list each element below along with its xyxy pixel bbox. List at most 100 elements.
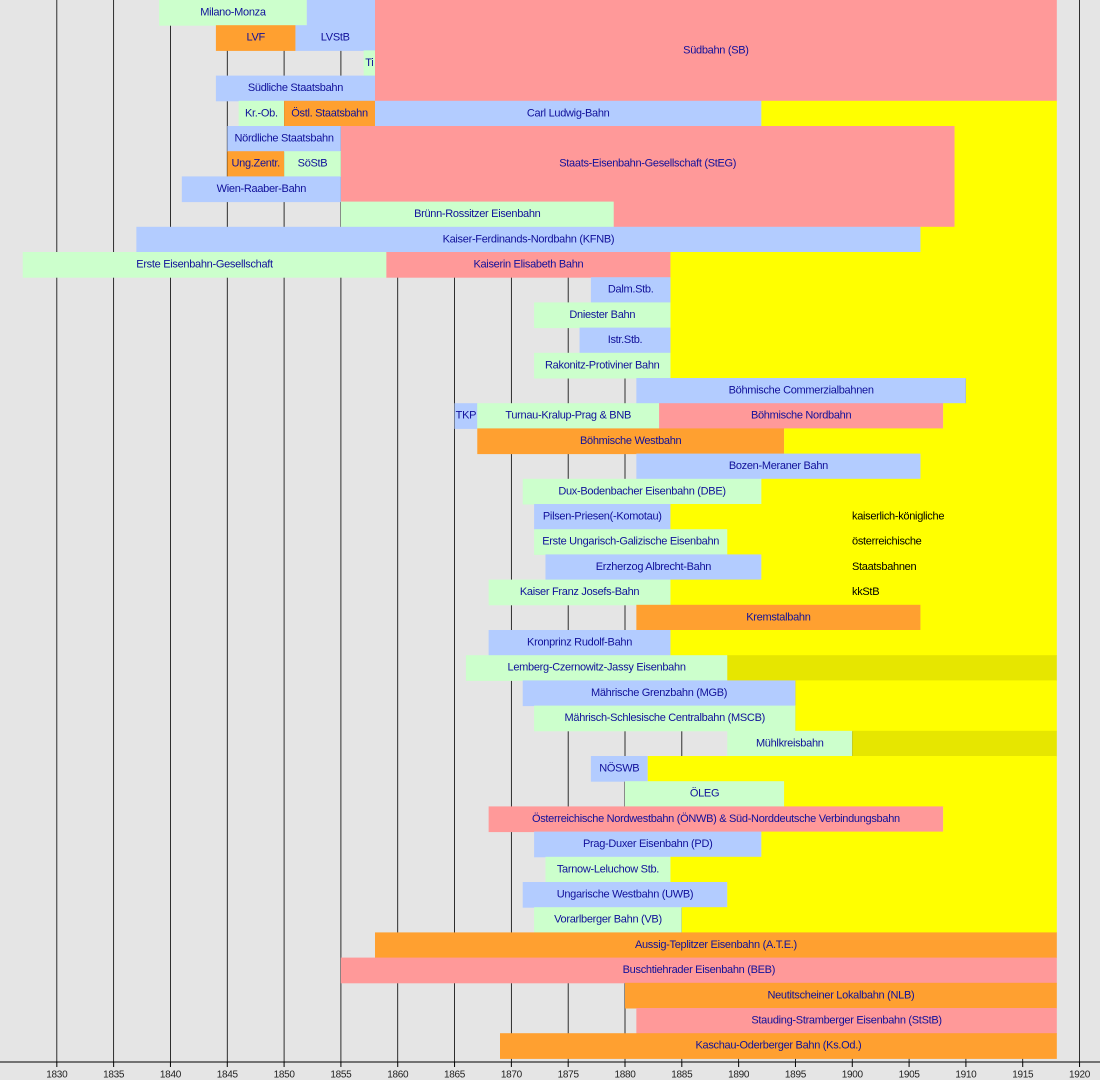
bar-label: Kaschau-Oderberger Bahn (Ks.Od.) bbox=[695, 1040, 861, 1052]
bar bbox=[534, 831, 762, 858]
bar bbox=[306, 0, 375, 26]
bar-label: Südbahn (SB) bbox=[683, 44, 749, 56]
bar bbox=[340, 126, 955, 203]
bar-label: Erste Eisenbahn-Gesellschaft bbox=[136, 259, 273, 271]
x-tick-label: 1870 bbox=[501, 1070, 523, 1080]
bar bbox=[579, 327, 671, 354]
bar bbox=[534, 352, 671, 379]
bar bbox=[295, 25, 375, 51]
x-tick-label: 1915 bbox=[1012, 1070, 1034, 1080]
bar bbox=[454, 403, 478, 429]
bar bbox=[659, 403, 944, 429]
annotation: kkStB bbox=[852, 586, 879, 598]
x-tick-label: 1875 bbox=[558, 1070, 580, 1080]
bar-label: ÖLEG bbox=[690, 788, 719, 800]
bar bbox=[636, 1008, 1057, 1034]
bar-label: Brünn-Rossitzer Eisenbahn bbox=[414, 208, 541, 220]
bar bbox=[784, 781, 1057, 807]
bar bbox=[522, 882, 728, 908]
bar bbox=[215, 75, 375, 102]
bar-label: Erzherzog Albrecht-Bahn bbox=[596, 561, 712, 573]
x-tick-label: 1850 bbox=[274, 1070, 296, 1080]
x-tick-label: 1910 bbox=[955, 1070, 977, 1080]
bar-label: TKP bbox=[456, 410, 477, 422]
bar bbox=[545, 554, 762, 581]
bar bbox=[375, 100, 762, 127]
x-tick-label: 1920 bbox=[1069, 1070, 1091, 1080]
bar bbox=[500, 1033, 1057, 1059]
bar bbox=[636, 604, 921, 631]
x-tick-label: 1840 bbox=[160, 1070, 182, 1080]
bar bbox=[227, 126, 341, 152]
bar-label: Staats-Eisenbahn-Gesellschaft (StEG) bbox=[559, 158, 736, 170]
bar-label: Turnau-Kralup-Prag & BNB bbox=[505, 410, 631, 422]
x-tick-label: 1880 bbox=[614, 1070, 636, 1080]
bar-label: Mühlkreisbahn bbox=[756, 737, 824, 749]
bar-label: Carl Ludwig-Bahn bbox=[527, 107, 610, 119]
x-tick-label: 1905 bbox=[899, 1070, 921, 1080]
bar bbox=[136, 226, 921, 253]
bar bbox=[761, 554, 1057, 581]
bar bbox=[227, 151, 285, 177]
bar-label: Milano-Monza bbox=[200, 7, 267, 19]
bar-label: Rakonitz-Protiviner Bahn bbox=[545, 359, 660, 371]
annotation: kaiserlich-königliche bbox=[852, 511, 944, 523]
bar bbox=[534, 504, 671, 530]
bar-label: Mährisch-Schlesische Centralbahn (MSCB) bbox=[565, 712, 765, 724]
bar bbox=[727, 882, 1057, 908]
bar bbox=[340, 957, 1057, 984]
bar bbox=[534, 302, 671, 329]
bar-label: Südliche Staatsbahn bbox=[248, 82, 343, 94]
x-tick-label: 1845 bbox=[217, 1070, 239, 1080]
annotation: österreichische bbox=[852, 536, 922, 548]
bar-label: Tarnow-Leluchow Stb. bbox=[557, 863, 659, 875]
bar bbox=[920, 453, 1057, 480]
bar bbox=[590, 277, 671, 303]
bar-label: Kaiserin Elisabeth Bahn bbox=[473, 259, 583, 271]
bar-label: Ung.Zentr. bbox=[232, 158, 281, 170]
bar-label: Bozen-Meraner Bahn bbox=[729, 460, 828, 472]
bars bbox=[22, 0, 1057, 1059]
bar-label: Dalm.Stb. bbox=[608, 284, 654, 296]
bar bbox=[636, 378, 966, 404]
bar bbox=[954, 126, 1057, 228]
bar bbox=[284, 151, 341, 177]
bar bbox=[761, 100, 1057, 127]
bar bbox=[522, 680, 796, 707]
bar bbox=[943, 806, 1057, 833]
bar-label: Lemberg-Czernowitz-Jassy Eisenbahn bbox=[508, 662, 686, 674]
bar bbox=[488, 579, 671, 606]
bar bbox=[943, 403, 1057, 429]
bar bbox=[590, 756, 648, 782]
bar bbox=[920, 226, 1057, 253]
bar bbox=[477, 428, 785, 455]
bar-label: Kaiser Franz Josefs-Bahn bbox=[520, 586, 640, 598]
bar-label: Vorarlberger Bahn (VB) bbox=[554, 914, 662, 926]
bar bbox=[375, 932, 1057, 959]
x-tick-label: 1885 bbox=[671, 1070, 693, 1080]
bar-label: Kaiser-Ferdinands-Nordbahn (KFNB) bbox=[443, 233, 615, 245]
bar bbox=[920, 604, 1057, 631]
annotation: Staatsbahnen bbox=[852, 561, 916, 573]
bar bbox=[477, 403, 660, 429]
bar bbox=[670, 504, 1057, 530]
bar-label: Österreichische Nordwestbahn (ÖNWB) & Sü… bbox=[532, 813, 900, 825]
bar bbox=[852, 730, 1057, 757]
bar-label: Dux-Bodenbacher Eisenbahn (DBE) bbox=[558, 485, 725, 497]
bar bbox=[375, 0, 1057, 102]
x-tick-label: 1830 bbox=[46, 1070, 68, 1080]
bar bbox=[465, 655, 728, 681]
bar bbox=[22, 252, 387, 278]
bar-label: Ti bbox=[365, 57, 373, 69]
bar bbox=[545, 856, 671, 883]
bar-label: Östl. Staatsbahn bbox=[291, 107, 368, 119]
bar-label: Böhmische Westbahn bbox=[580, 435, 682, 447]
x-tick-label: 1860 bbox=[387, 1070, 409, 1080]
bar-label: Neutitscheiner Lokalbahn (NLB) bbox=[767, 989, 914, 1001]
bar bbox=[613, 201, 955, 228]
bar-label: Pilsen-Priesen(-Komotau) bbox=[543, 511, 662, 523]
bar bbox=[670, 856, 1057, 883]
bar bbox=[784, 428, 1057, 455]
labels: Milano-Monza LVF LVStB Ti Südbahn (SB) Südlic… bbox=[136, 7, 944, 1052]
